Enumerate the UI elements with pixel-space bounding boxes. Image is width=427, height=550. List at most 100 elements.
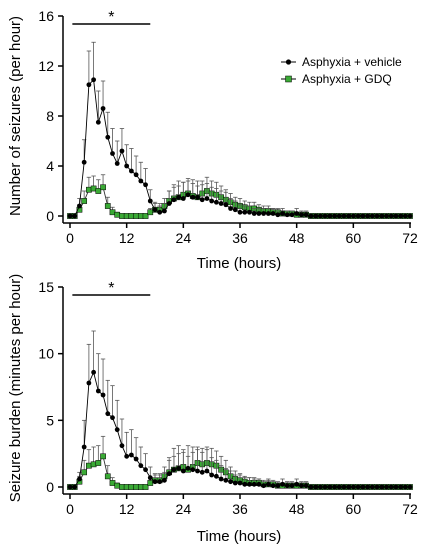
data-point <box>67 213 73 219</box>
data-point <box>137 213 144 219</box>
data-point <box>247 209 252 215</box>
data-point <box>147 475 153 481</box>
y-tick-label: 12 <box>38 58 54 74</box>
y-axis-label: Number of seizures (per hour) <box>7 16 24 216</box>
data-point <box>322 213 328 219</box>
data-point <box>95 119 101 125</box>
seizure-burden-chart: 0 5 10 15 0 12 24 36 48 60 72 * Time (hours) Seizur… <box>7 274 418 545</box>
legend-label-gdq: Asphyxia + GDQ <box>302 72 392 86</box>
x-tick-label: 0 <box>66 230 74 246</box>
data-point <box>100 453 106 460</box>
y-tick-label: 8 <box>46 108 54 124</box>
data-point <box>86 186 92 193</box>
data-point <box>379 484 385 490</box>
data-point <box>265 481 271 487</box>
data-point <box>95 460 102 466</box>
data-point <box>77 203 82 209</box>
data-point <box>162 477 167 483</box>
data-point <box>242 481 248 487</box>
data-point <box>388 484 394 490</box>
data-point <box>199 469 205 475</box>
data-point <box>336 484 342 490</box>
data-point <box>180 468 186 474</box>
data-point <box>218 476 224 482</box>
data-point <box>251 211 257 216</box>
legend-marker-gdq <box>285 75 292 83</box>
data-point <box>77 476 82 482</box>
data-point <box>152 479 158 485</box>
x-tick-label: 60 <box>346 501 362 517</box>
data-point <box>81 444 87 450</box>
data-point <box>133 213 139 219</box>
data-point <box>275 483 281 489</box>
series-vehicle <box>67 41 413 219</box>
data-point <box>147 198 153 204</box>
data-point <box>86 380 92 386</box>
data-point <box>95 188 102 194</box>
data-point <box>350 484 356 490</box>
data-point <box>142 484 149 490</box>
data-point <box>341 213 347 219</box>
data-point <box>166 471 172 477</box>
data-point <box>303 483 309 489</box>
data-point <box>204 468 210 474</box>
data-point <box>284 483 290 489</box>
data-point <box>114 427 120 433</box>
data-point <box>369 484 375 490</box>
x-tick-label: 60 <box>346 230 362 246</box>
data-point <box>398 213 403 219</box>
x-tick-label: 72 <box>402 230 418 246</box>
data-point <box>308 213 314 219</box>
data-point <box>270 211 276 216</box>
data-point <box>289 483 295 489</box>
data-point <box>95 388 101 394</box>
data-point <box>119 443 125 449</box>
x-tick-label: 0 <box>66 501 74 517</box>
data-point <box>90 185 97 192</box>
data-point <box>91 369 97 375</box>
data-point <box>162 208 167 214</box>
x-tick-label: 72 <box>402 501 418 517</box>
data-point <box>171 467 177 473</box>
data-point <box>105 134 111 140</box>
legend: Asphyxia + vehicle Asphyxia + GDQ <box>281 55 402 86</box>
data-point <box>275 212 281 218</box>
data-point <box>218 201 224 206</box>
data-point <box>123 213 130 219</box>
data-point <box>143 467 148 473</box>
data-point <box>322 484 328 490</box>
data-point <box>247 481 252 487</box>
data-point <box>143 182 148 188</box>
data-point <box>336 213 342 219</box>
data-point <box>256 211 262 216</box>
data-point <box>128 213 135 219</box>
data-point <box>142 213 149 219</box>
data-point <box>298 212 304 218</box>
x-tick-label: 24 <box>176 230 192 246</box>
data-point <box>355 213 361 219</box>
data-point <box>209 198 215 204</box>
data-point <box>232 480 238 486</box>
data-point <box>119 484 125 490</box>
x-tick-label: 12 <box>119 501 135 517</box>
y-tick-label: 10 <box>38 346 54 362</box>
data-point <box>123 484 130 490</box>
data-point <box>350 213 356 219</box>
data-point <box>407 484 413 490</box>
data-point <box>128 452 134 458</box>
data-point <box>327 484 333 490</box>
data-point <box>86 82 92 88</box>
data-point <box>147 209 154 216</box>
data-point <box>185 465 191 471</box>
data-point <box>110 415 115 421</box>
data-point <box>138 463 144 469</box>
data-point <box>365 213 370 219</box>
data-point <box>100 184 106 191</box>
legend-item-vehicle: Asphyxia + vehicle <box>281 55 402 69</box>
data-point <box>402 213 408 219</box>
y-tick-label: 4 <box>46 158 54 174</box>
data-point <box>313 484 318 490</box>
data-point <box>223 477 229 483</box>
data-point <box>166 201 172 206</box>
